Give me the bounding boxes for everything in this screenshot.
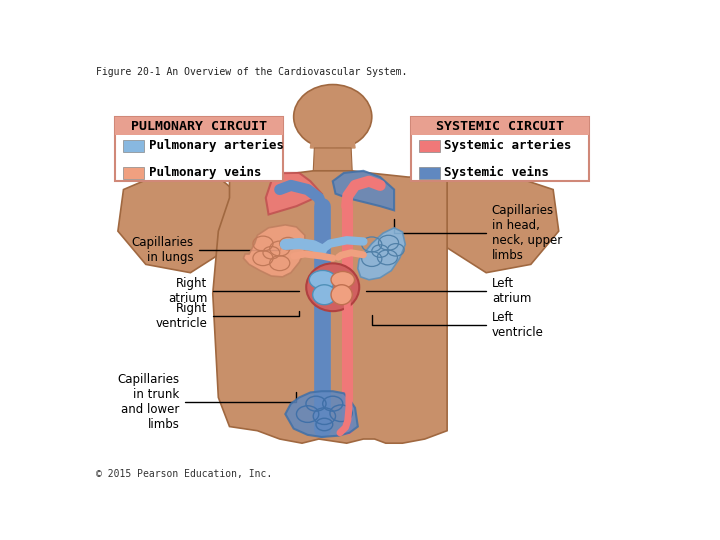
Polygon shape: [358, 228, 405, 280]
Text: Pulmonary veins: Pulmonary veins: [148, 166, 261, 179]
Text: Capillaries
in trunk
and lower
limbs: Capillaries in trunk and lower limbs: [117, 373, 297, 430]
Ellipse shape: [306, 264, 359, 311]
Text: Left
ventricle: Left ventricle: [372, 310, 544, 339]
Polygon shape: [310, 136, 355, 148]
Polygon shape: [419, 173, 559, 273]
Polygon shape: [118, 173, 258, 273]
Polygon shape: [266, 173, 322, 214]
Text: © 2015 Pearson Education, Inc.: © 2015 Pearson Education, Inc.: [96, 469, 272, 478]
Text: Capillaries
in head,
neck, upper
limbs: Capillaries in head, neck, upper limbs: [394, 204, 562, 262]
Text: Right
atrium: Right atrium: [168, 278, 300, 306]
Text: Pulmonary arteries: Pulmonary arteries: [148, 139, 284, 152]
Polygon shape: [285, 391, 358, 437]
Text: Systemic arteries: Systemic arteries: [444, 139, 572, 152]
Polygon shape: [333, 171, 394, 210]
FancyBboxPatch shape: [418, 167, 440, 179]
Text: Right
ventricle: Right ventricle: [156, 302, 300, 330]
Text: Systemic veins: Systemic veins: [444, 166, 549, 179]
Ellipse shape: [312, 285, 336, 305]
FancyBboxPatch shape: [418, 140, 440, 152]
Polygon shape: [313, 148, 352, 172]
FancyBboxPatch shape: [115, 117, 282, 136]
Ellipse shape: [294, 85, 372, 149]
Text: Left
atrium: Left atrium: [366, 278, 531, 306]
Ellipse shape: [310, 271, 336, 289]
Text: Capillaries
in lungs: Capillaries in lungs: [131, 236, 280, 264]
FancyBboxPatch shape: [115, 117, 282, 181]
Ellipse shape: [331, 272, 354, 288]
Polygon shape: [213, 171, 447, 443]
FancyBboxPatch shape: [411, 117, 590, 181]
Polygon shape: [243, 225, 305, 277]
FancyBboxPatch shape: [411, 117, 590, 136]
Ellipse shape: [331, 285, 352, 305]
FancyBboxPatch shape: [123, 140, 144, 152]
Text: Figure 20-1 An Overview of the Cardiovascular System.: Figure 20-1 An Overview of the Cardiovas…: [96, 67, 407, 77]
Text: SYSTEMIC CIRCUIT: SYSTEMIC CIRCUIT: [436, 120, 564, 133]
FancyBboxPatch shape: [123, 167, 144, 179]
Text: PULMONARY CIRCUIT: PULMONARY CIRCUIT: [131, 120, 267, 133]
